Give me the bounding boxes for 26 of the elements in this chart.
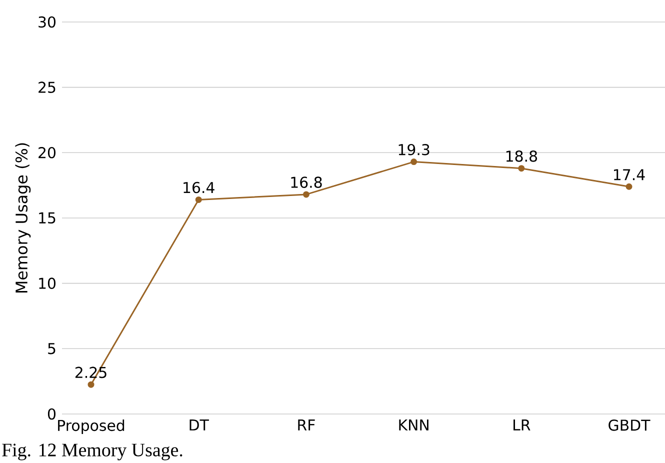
data-label: 16.4 [184,182,214,194]
point [195,196,202,203]
y-axis-title: Memory Usage (%) [15,143,31,293]
x-tick-label: DT [190,420,209,430]
y-tick-label: 30 [38,16,56,28]
y-tick-label: 20 [38,147,56,158]
x-tick-label: GBDT [608,420,650,431]
y-tick-label: 10 [39,278,56,289]
point [88,381,94,388]
y-tick-label: 15 [39,212,56,224]
point [302,191,310,198]
x-tick-label: Proposed [58,420,124,434]
data-label: 16.8 [291,176,322,188]
point [410,158,418,166]
data-label: 19.3 [398,144,430,156]
x-tick-label: RF [298,420,315,430]
y-tick-label: 5 [48,343,56,354]
x-tick-label: KNN [399,420,428,430]
y-tick-label: 25 [38,82,56,93]
caption: Fig. 12 Memory Usage. [2,444,182,460]
data-label: 18.8 [506,150,538,162]
point [626,183,632,190]
y-tick-label: 0 [48,408,56,420]
point [518,165,525,172]
data-label: 17.4 [614,169,645,180]
x-tick-label: LR [514,420,530,430]
